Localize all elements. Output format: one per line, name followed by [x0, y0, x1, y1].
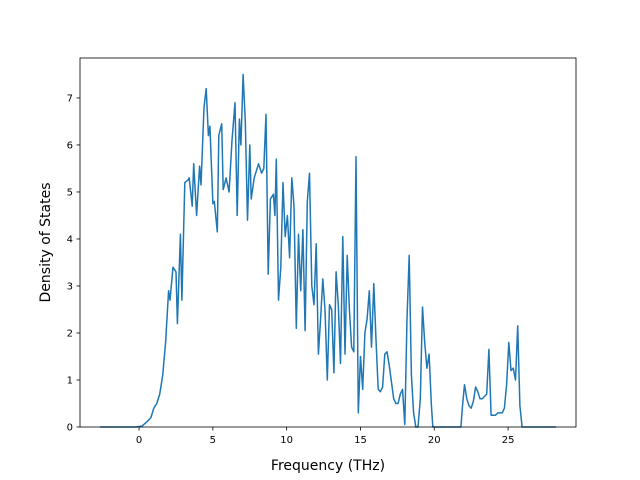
x-tick-label: 20 [428, 435, 441, 446]
y-tick-label: 6 [67, 140, 73, 151]
y-tick-label: 0 [67, 423, 73, 434]
y-tick-label: 3 [67, 281, 73, 292]
x-tick-label: 10 [280, 435, 293, 446]
y-tick-label: 1 [67, 375, 73, 386]
x-tick-label: 0 [136, 435, 142, 446]
y-axis-label: Density of States [38, 183, 54, 303]
y-axis-ticks: 0 1 2 3 4 5 6 7 [67, 93, 80, 434]
y-tick-label: 4 [67, 234, 73, 245]
x-axis-label: Frequency (THz) [271, 458, 385, 474]
x-tick-label: 15 [354, 435, 367, 446]
y-tick-label: 7 [67, 93, 73, 104]
x-tick-label: 5 [210, 435, 216, 446]
x-tick-label: 25 [502, 435, 515, 446]
x-axis-ticks: 0 5 10 15 20 25 [136, 427, 515, 446]
y-tick-label: 2 [67, 328, 73, 339]
dos-series-line [99, 73, 557, 428]
plot-frame [79, 57, 577, 428]
y-tick-label: 5 [67, 187, 73, 198]
